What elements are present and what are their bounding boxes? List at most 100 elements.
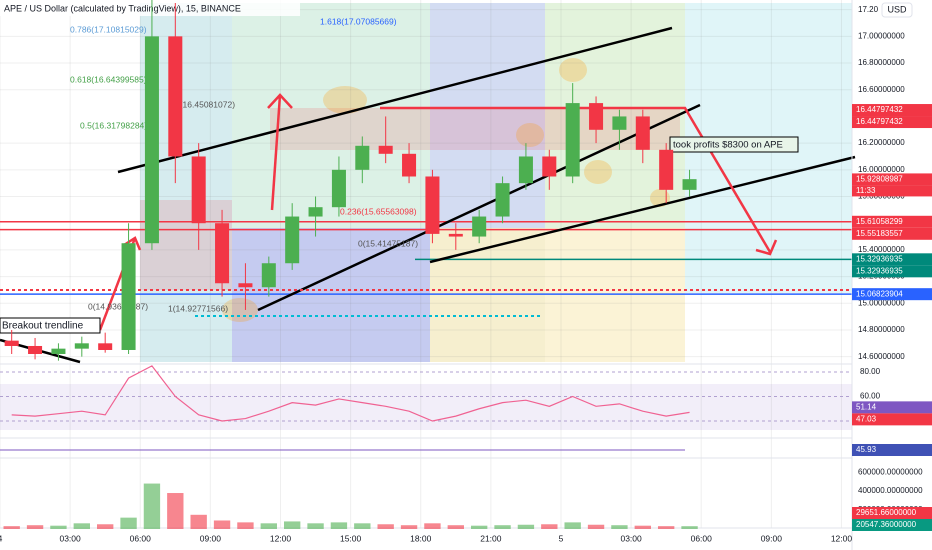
candle-body [74, 343, 89, 349]
price-tag [852, 253, 932, 266]
price-tag-label: 20547.36000000 [856, 520, 917, 529]
x-tick-label: 4 [0, 533, 3, 543]
price-tag [852, 507, 932, 519]
price-tag-label: 16.44797432 [856, 105, 903, 114]
x-tick-label: 12:00 [831, 533, 853, 543]
rsi-line [11, 365, 690, 422]
fib-label: 0.618(16.64399585) [70, 74, 147, 84]
y-tick-label: 17.20 [858, 5, 879, 14]
fib-label: 1(14.92771566) [168, 303, 228, 313]
zone [232, 228, 430, 362]
arrow [380, 106, 772, 253]
candle-body [682, 179, 697, 190]
annotation-box [0, 317, 101, 334]
volume-bar [657, 526, 675, 529]
volume-bar [377, 524, 394, 529]
highlight [584, 160, 612, 184]
x-tick-label: 18:00 [410, 533, 432, 543]
highlight [323, 86, 367, 114]
countdown-bg [852, 185, 932, 197]
candle-body [4, 340, 19, 346]
volume-bar [354, 523, 371, 529]
y-tick-label: 16.00000000 [858, 165, 905, 174]
price-tag [852, 173, 932, 186]
price-tag-label: 16.44797432 [856, 117, 903, 126]
price-tag-label: 15.32936935 [856, 254, 903, 263]
volume-bar [307, 523, 324, 529]
y-tick-label: 80.00 [860, 367, 881, 376]
candle-body [331, 169, 346, 208]
candle-body [168, 36, 183, 157]
price-tag-label: 15.92808987 [856, 175, 903, 184]
fib-label: 0.5(16.31798284) [80, 120, 147, 130]
volume-bar [50, 525, 67, 529]
price-tag [852, 413, 932, 426]
candle-body [378, 145, 393, 154]
price-tag [852, 116, 932, 129]
price-tag-label: 15.55183557 [856, 229, 903, 238]
volume-bar [260, 523, 277, 529]
candle-body [28, 345, 43, 354]
volume-bar [447, 525, 464, 529]
annotation-box [669, 136, 799, 153]
x-tick-label: 15:00 [340, 533, 362, 543]
volume-bar [284, 521, 301, 529]
volume-bar [587, 524, 605, 529]
price-tag [852, 444, 932, 456]
trendline [429, 155, 856, 264]
x-tick-label: 06:00 [130, 533, 152, 543]
rsi-band [0, 384, 852, 430]
x-tick-label: 09:00 [200, 533, 222, 543]
fib-label: 1.618(17.07085669) [320, 16, 397, 26]
candle-body [659, 149, 674, 190]
volume-bar [237, 522, 254, 529]
trendline [257, 103, 701, 312]
highlight [650, 189, 670, 207]
candle-body [589, 103, 604, 130]
x-tick-label: 21:00 [480, 533, 502, 543]
currency-button[interactable] [881, 2, 913, 18]
price-tag-label: 15.06823904 [856, 289, 903, 298]
x-tick-label: 03:00 [620, 533, 642, 543]
arrow-head [123, 236, 142, 251]
y-tick-label: 16.80000000 [858, 58, 905, 67]
fib-label: 0(15.41475187) [358, 238, 418, 248]
volume-bar [213, 520, 231, 529]
candle-body [518, 156, 533, 184]
volume-bar [611, 525, 628, 529]
volume-bar [470, 525, 488, 529]
candle-body [402, 153, 417, 177]
x-tick-label: 5 [559, 533, 564, 543]
chart-title: APE / US Dollar (calculated by TradingVi… [4, 3, 241, 13]
volume-bar [634, 525, 651, 529]
volume-bar [494, 525, 511, 529]
volume-bar [190, 514, 207, 529]
arrow [270, 94, 282, 211]
candle-body [565, 103, 580, 177]
price-tag-label: 47.03 [856, 414, 877, 423]
highlight [516, 123, 544, 147]
price-tag-label: 29651.66000000 [856, 508, 917, 517]
price-tag [852, 215, 932, 228]
y-tick-label: 16.60000000 [858, 85, 905, 94]
x-tick-label: 12:00 [270, 533, 292, 543]
title-bg [0, 0, 300, 16]
volume-bar [26, 525, 44, 529]
volume-bar [143, 483, 161, 529]
price-tag-label: 15.32936935 [856, 266, 903, 275]
candle-body [448, 233, 463, 237]
price-tag-label: 45.93 [856, 445, 877, 454]
candle-body [261, 263, 276, 288]
candle-body [121, 243, 136, 350]
candle-body [238, 283, 253, 288]
candle-body [51, 348, 66, 354]
volume-bar [120, 517, 137, 529]
candle-body [542, 156, 557, 177]
price-tag [852, 519, 932, 531]
volume-bar [3, 526, 20, 529]
y-tick-label: 16.20000000 [858, 138, 905, 147]
x-tick-label: 09:00 [761, 533, 783, 543]
currency[interactable]: USD [887, 4, 907, 14]
volume-bar [424, 523, 441, 529]
volume-bar [330, 522, 348, 529]
